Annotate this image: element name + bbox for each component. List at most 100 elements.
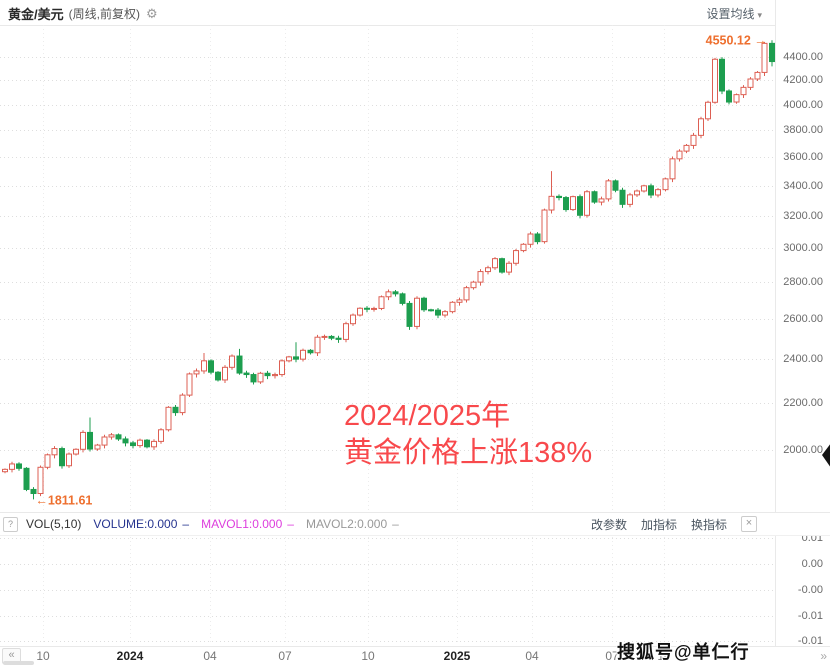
candle-down <box>392 291 399 295</box>
candle-down <box>236 355 243 374</box>
candle-up <box>463 287 470 301</box>
indicator-action-button[interactable]: 加指标 <box>640 517 677 532</box>
candle-up <box>449 301 456 313</box>
candle-up <box>300 349 306 360</box>
candle-up <box>414 297 420 327</box>
candle-up <box>321 335 328 338</box>
candle-down <box>556 195 562 199</box>
candle-down <box>307 349 314 354</box>
price-axis-label: 4000.00 <box>783 98 823 111</box>
time-axis-label: 07 <box>278 649 292 663</box>
candle-down <box>87 431 93 450</box>
candle-up <box>570 196 576 211</box>
candle-up <box>343 323 349 340</box>
price-axis-label: 2600.00 <box>783 313 823 326</box>
candle-up <box>442 311 448 316</box>
candle-down <box>406 302 413 327</box>
candle-up <box>605 180 612 200</box>
candle-up <box>634 190 640 196</box>
candle-down <box>16 463 22 469</box>
candle-up <box>740 86 747 96</box>
indicator-action-button[interactable]: 换指标 <box>690 517 727 532</box>
candle-up <box>222 366 228 381</box>
candle-up <box>371 307 377 310</box>
candle-down <box>243 372 250 376</box>
candle-down <box>726 90 732 103</box>
candle-up <box>527 233 534 245</box>
axis-drag-marker[interactable] <box>822 443 830 468</box>
candle-down <box>59 448 65 467</box>
candle-up <box>9 463 15 470</box>
candle-up <box>186 373 193 396</box>
candle-down <box>335 337 342 340</box>
candle-up <box>541 209 548 243</box>
volume-axis-label: -0.01 <box>797 635 823 647</box>
candle-up <box>137 439 143 447</box>
main-chart[interactable]: ←1811.61 4550.12 → <box>0 25 775 510</box>
low-price-marker: ←1811.61 <box>35 493 92 507</box>
candle-up <box>456 299 463 303</box>
time-axis-label: 10 <box>36 649 50 663</box>
candle-down <box>648 185 654 196</box>
ma-settings-button[interactable]: 设置均线 ▾ <box>706 5 762 22</box>
price-axis-label: 2000.00 <box>783 444 823 457</box>
candle-up <box>350 314 356 325</box>
candle-up <box>506 262 512 273</box>
candle-down <box>719 58 725 92</box>
candle-down <box>534 233 541 243</box>
annotation-line2: 黄金价格上涨138% <box>344 437 593 469</box>
candle-up <box>37 466 44 495</box>
candle-up <box>385 291 392 298</box>
time-axis-label: 2024 <box>116 649 144 663</box>
price-axis-label: 3800.00 <box>783 124 823 137</box>
candle-down <box>364 307 370 310</box>
candle-down <box>130 442 136 447</box>
candle-up <box>655 189 661 196</box>
candle-down <box>293 356 299 360</box>
candle-up <box>627 194 633 205</box>
price-axis-label: 4400.00 <box>783 51 823 63</box>
candle-up <box>641 185 647 192</box>
candle-down <box>264 372 271 377</box>
candle-down <box>172 406 179 414</box>
candle-up <box>548 195 555 211</box>
indicator-value: VOLUME:0.000– <box>93 517 190 531</box>
help-icon[interactable]: ? <box>3 516 18 532</box>
scrollbar-thumb[interactable] <box>3 661 34 665</box>
candle-up <box>584 191 590 216</box>
price-axis-label: 3200.00 <box>783 209 823 222</box>
candle-up <box>747 78 754 88</box>
volume-pane[interactable] <box>0 537 775 645</box>
indicator-values: VOLUME:0.000– MAVOL1:0.000– MAVOL2:0.000– <box>93 517 410 531</box>
gear-icon[interactable]: ⚙ <box>145 5 158 21</box>
high-price-marker: 4550.12 → <box>706 33 767 47</box>
candle-up <box>598 198 605 203</box>
top-toolbar: 黄金/美元 (周线,前复权) ⚙ 设置均线 ▾ <box>0 0 830 26</box>
candle-down <box>144 439 150 448</box>
candle-up <box>151 440 157 448</box>
close-icon[interactable]: × <box>741 516 757 532</box>
candle-down <box>619 189 626 205</box>
chevron-down-icon: ▾ <box>757 10 762 20</box>
candle-up <box>761 42 768 73</box>
candle-down <box>499 258 505 273</box>
candle-up <box>683 144 690 152</box>
scroll-right-button[interactable]: » <box>820 649 827 663</box>
indicator-value: MAVOL1:0.000– <box>201 517 294 531</box>
candle-up <box>108 434 115 438</box>
candle-up <box>314 336 321 354</box>
candle-up <box>179 394 186 414</box>
price-axis-label: 2200.00 <box>783 396 823 409</box>
volume-axis-label: -0.01 <box>797 610 823 622</box>
candle-down <box>428 309 434 312</box>
candle-up <box>669 158 676 180</box>
candle-up <box>272 374 278 377</box>
indicator-action-button[interactable]: 改参数 <box>590 517 627 532</box>
price-axis-label: 4200.00 <box>783 74 823 87</box>
candle-down <box>250 374 257 383</box>
candle-up <box>257 372 264 383</box>
ma-settings-label: 设置均线 <box>706 7 755 21</box>
candle-down <box>612 180 619 191</box>
candle-down <box>421 297 427 311</box>
